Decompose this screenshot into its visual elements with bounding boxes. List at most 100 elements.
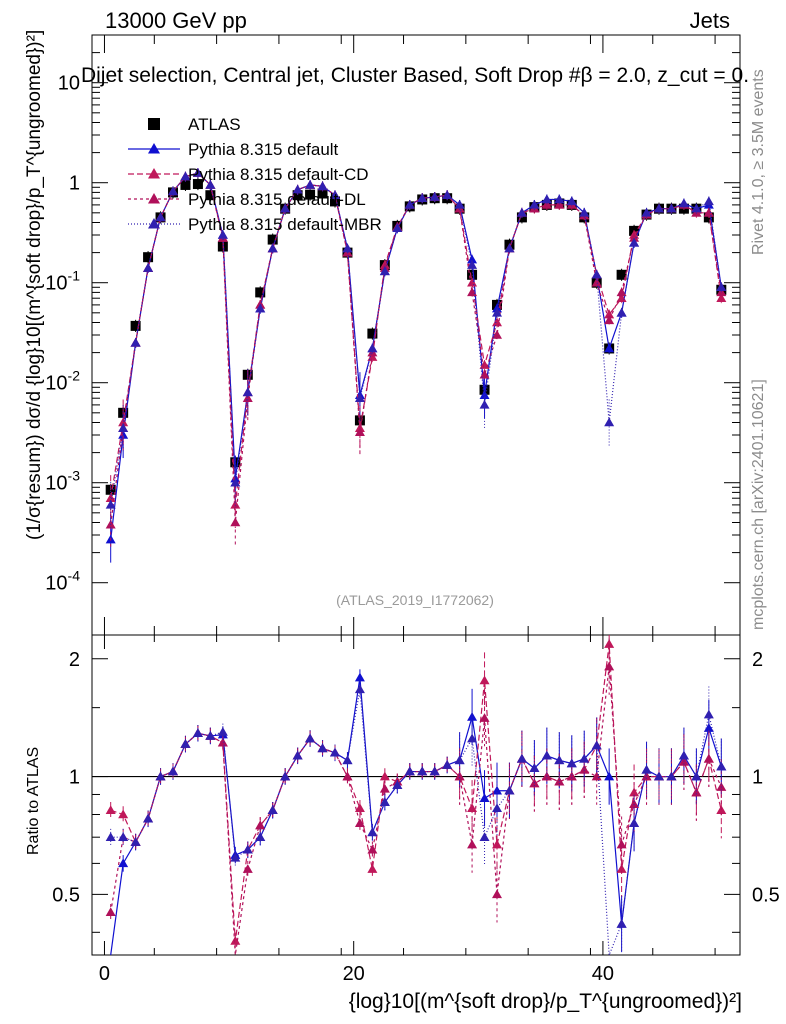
legend-label: Pythia 8.315 default-DL [188, 190, 366, 209]
legend-marker [148, 118, 160, 130]
ratio-point [242, 844, 253, 854]
ratio-point [541, 750, 552, 760]
ratio-point [604, 639, 615, 648]
y-tick-label: 10 [58, 73, 80, 95]
ratio-point [716, 761, 727, 771]
series-point [467, 260, 478, 269]
data-point [130, 320, 141, 331]
series-point [330, 190, 340, 199]
ratio-point [703, 709, 714, 719]
series-point [242, 393, 253, 402]
ratio-point [529, 763, 540, 773]
ratio-point [330, 747, 340, 757]
data-point [317, 188, 328, 199]
series-point [118, 423, 129, 433]
ratio-point [442, 760, 453, 769]
series-point [118, 430, 129, 439]
ratio-point [130, 837, 141, 846]
axis-ticks: 0 20 40 10-4 10-3 10-2 10-1 1 10 0.5 0.5 1 1 2 2 [45, 34, 780, 985]
ratio-point [566, 758, 577, 768]
series-point [691, 203, 702, 213]
ratio-point [105, 805, 116, 815]
ratio-point [242, 864, 253, 873]
series-point [541, 194, 552, 204]
series-point [267, 243, 278, 253]
ratio-tick-label-right: 2 [752, 649, 763, 671]
source-label: mcplots.cern.ch [arXiv:2401.10621] [750, 379, 767, 630]
legend-label: Pythia 8.315 default-CD [188, 165, 369, 184]
energy-label: 13000 GeV pp [105, 8, 247, 33]
ratio-point [467, 839, 478, 849]
series-point [641, 207, 652, 217]
x-axis-label: {log}10[(m^{soft drop}/p_T^{ungroomed})²… [349, 990, 742, 1013]
ratio-line [110, 666, 722, 956]
ratio-point [417, 766, 428, 776]
ratio-point [392, 780, 403, 790]
series-point [492, 330, 502, 339]
ratio-tick-label: 0.5 [52, 884, 80, 906]
series-point [566, 196, 577, 206]
series-point [205, 179, 216, 189]
ratio-point [641, 771, 652, 781]
legend-marker [148, 168, 160, 179]
ratio-point [105, 832, 116, 841]
data-point [467, 269, 478, 280]
ratio-point [379, 783, 390, 793]
series-point [143, 263, 154, 272]
ratio-point [105, 907, 116, 917]
ratio-point [479, 832, 490, 841]
ratio-point [467, 733, 478, 743]
y-tick-label: 10-4 [45, 568, 80, 595]
series-point [180, 171, 191, 181]
series-point [703, 207, 714, 217]
legend-item-cd: Pythia 8.315 default-CD [128, 165, 369, 184]
ratio-point [118, 832, 129, 841]
ratio-point [492, 803, 502, 812]
series-point [354, 427, 365, 436]
plot-title: Dijet selection, Central jet, Cluster Ba… [81, 64, 749, 87]
ratio-point [616, 919, 627, 928]
series-point [404, 199, 415, 209]
series-point [130, 337, 141, 347]
y-tick-label: 1 [69, 173, 80, 195]
legend-item-data: ATLAS [148, 115, 241, 134]
series-point [629, 237, 640, 247]
ratio-tick-label-right: 1 [752, 767, 763, 789]
series-point [292, 184, 303, 194]
ratio-point [230, 936, 241, 945]
series-point [280, 203, 291, 213]
series-point [192, 168, 203, 177]
ratio-point [492, 839, 502, 849]
y-tick-label: 10-2 [45, 368, 80, 395]
ratio-point [604, 771, 615, 781]
ratio-point [255, 820, 266, 830]
series-point [516, 207, 527, 217]
ratio-point [379, 771, 390, 781]
ratio-point [703, 753, 714, 763]
series-point [604, 417, 615, 427]
ratio-point [205, 730, 216, 740]
ratio-point [616, 864, 627, 873]
y-tick-label: 10-1 [45, 268, 80, 295]
ratio-point [367, 864, 378, 873]
series-point [168, 186, 178, 196]
ratio-point [591, 771, 602, 781]
series-point [467, 277, 478, 287]
ratio-point [354, 803, 365, 812]
legend-item-dl: Pythia 8.315 default-DL [128, 190, 366, 209]
ratio-ylabel: Ratio to ATLAS [25, 747, 42, 855]
series-point [479, 369, 490, 379]
ratio-dl [105, 638, 727, 956]
ratio-point [379, 797, 390, 806]
ratio-point [479, 713, 490, 722]
series-point [529, 199, 540, 209]
series-point [703, 196, 714, 206]
series-point [504, 243, 515, 253]
x-tick-label: 20 [343, 963, 365, 985]
legend-label: Pythia 8.315 default-MBR [188, 215, 382, 234]
ratio-point [492, 889, 502, 899]
data-point [330, 196, 340, 207]
analysis-id: (ATLAS_2019_I1772062) [336, 592, 494, 608]
data-point [205, 190, 216, 201]
ratio-point [267, 805, 278, 815]
